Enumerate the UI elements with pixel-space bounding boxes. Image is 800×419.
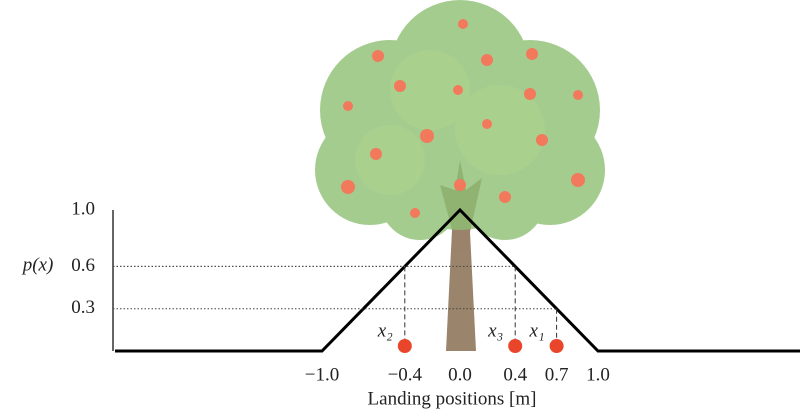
y-tick-label: 1.0 [71, 198, 95, 219]
apple [508, 339, 522, 353]
point-label: x₂ [377, 320, 393, 341]
x-tick-label: 0.0 [448, 364, 472, 385]
x-axis-label: Landing positions [m] [368, 388, 537, 409]
x-tick-label: −0.4 [388, 364, 423, 385]
x-tick-label: 0.7 [545, 364, 569, 385]
x-tick-label: 1.0 [586, 364, 610, 385]
point-label: x₁ [529, 320, 545, 341]
x-tick-label: 0.4 [503, 364, 527, 385]
apple [398, 339, 412, 353]
chart: Landing positions [m] p(x) 1.0 0.6 0.3 −1.0… [0, 0, 800, 419]
y-axis-label: p(x) [21, 254, 54, 275]
y-tick-label: 0.6 [71, 255, 95, 276]
apple [550, 339, 564, 353]
x-tick-label: −1.0 [305, 364, 339, 385]
page: {"chart_data": { "type": "line", "x_labe… [0, 0, 800, 419]
point-label: x₃ [487, 320, 503, 341]
tree-illustration [315, 0, 605, 351]
y-tick-label: 0.3 [71, 297, 95, 318]
